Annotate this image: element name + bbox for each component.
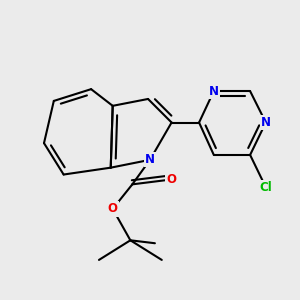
Text: N: N <box>145 153 155 166</box>
Text: O: O <box>108 202 118 215</box>
Text: Cl: Cl <box>260 181 272 194</box>
Text: O: O <box>167 173 177 186</box>
Text: N: N <box>261 116 271 129</box>
Text: N: N <box>209 85 219 98</box>
